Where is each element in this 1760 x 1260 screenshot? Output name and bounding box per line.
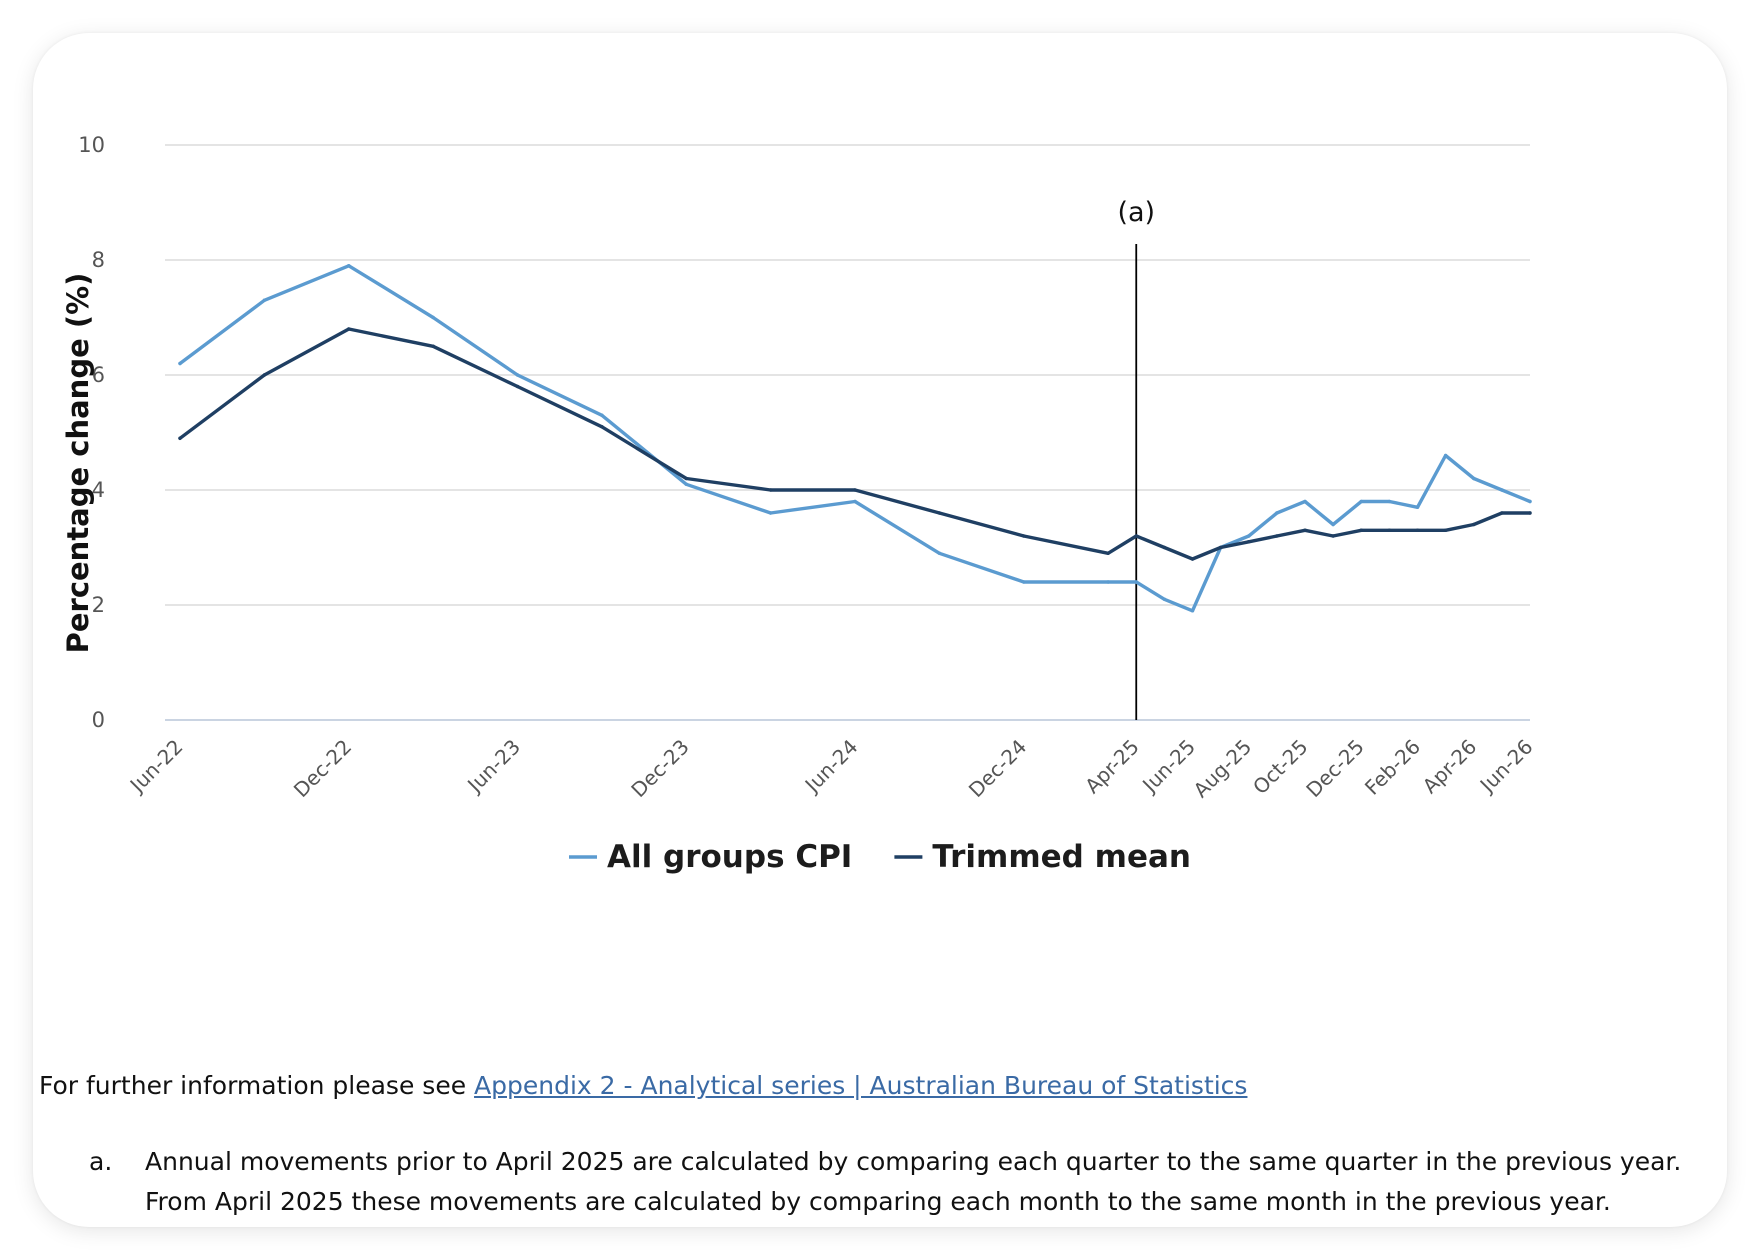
data-point xyxy=(1134,580,1138,584)
data-point xyxy=(1331,522,1335,527)
data-point xyxy=(600,425,604,429)
data-point xyxy=(1359,499,1363,504)
x-tick-label: Jun-25 xyxy=(1136,735,1200,799)
x-tick-label: Jun-23 xyxy=(461,735,525,799)
footnote-marker: a. xyxy=(89,1147,113,1176)
data-point xyxy=(1472,476,1476,481)
data-point xyxy=(1247,534,1251,538)
data-point xyxy=(1106,580,1110,584)
data-point xyxy=(1275,534,1279,538)
legend: All groups CPI Trimmed mean xyxy=(569,839,1191,875)
data-point xyxy=(1443,528,1448,532)
series-lines xyxy=(178,264,1532,613)
data-point xyxy=(1303,528,1307,532)
data-point xyxy=(1162,597,1167,601)
series-line-1 xyxy=(178,327,1532,561)
footnote-text: Annual movements prior to April 2025 are… xyxy=(145,1147,1682,1216)
data-point xyxy=(1022,534,1026,538)
data-point xyxy=(1134,534,1138,538)
data-point xyxy=(684,482,688,486)
x-tick-label: Apr-25 xyxy=(1080,735,1144,799)
x-tick-label: Jun-26 xyxy=(1474,735,1538,799)
annotation-marker: (a) xyxy=(1117,197,1155,720)
y-tick-label: 8 xyxy=(92,248,105,272)
x-tick-label: Dec-23 xyxy=(626,735,693,802)
data-point xyxy=(937,511,942,515)
legend-item-1[interactable]: Trimmed mean xyxy=(894,839,1191,875)
legend-label: All groups CPI xyxy=(607,839,852,875)
y-axis-ticks: 0 2 4 6 8 10 xyxy=(78,133,105,732)
data-point xyxy=(1528,499,1532,504)
data-point xyxy=(1359,528,1363,532)
data-point xyxy=(515,373,520,377)
x-axis-ticks: Jun-22 Dec-22 Jun-23 Dec-23 Jun-24 Dec-24 Apr-… xyxy=(124,735,1538,803)
further-info-prefix: For further information please see xyxy=(39,1071,475,1100)
x-tick-label: Feb-26 xyxy=(1360,735,1425,800)
data-point xyxy=(1218,545,1223,550)
x-tick-label: Apr-26 xyxy=(1418,735,1482,799)
data-point xyxy=(1162,545,1167,550)
data-point xyxy=(1443,453,1448,458)
line-chart: 0 2 4 6 8 10 Jun-22 Dec-22 Jun-23 Dec-23 Jun-24 De… xyxy=(61,133,1538,875)
y-axis-label: Percentage change (%) xyxy=(61,273,95,654)
data-point xyxy=(853,488,857,492)
data-point xyxy=(768,488,773,492)
data-point xyxy=(768,511,773,515)
y-tick-label: 2 xyxy=(92,593,105,617)
data-point xyxy=(853,499,857,504)
data-point xyxy=(178,436,182,440)
legend-item-0[interactable]: All groups CPI xyxy=(569,839,852,875)
data-point xyxy=(1331,534,1335,538)
data-point xyxy=(1106,551,1110,555)
y-tick-label: 10 xyxy=(78,133,105,157)
data-point xyxy=(1500,511,1504,515)
further-info: For further information please see Appen… xyxy=(39,1071,1247,1100)
annotation-label: (a) xyxy=(1117,197,1155,228)
data-point xyxy=(515,384,520,389)
data-point xyxy=(600,413,604,417)
data-point xyxy=(1472,522,1476,527)
data-point xyxy=(178,361,182,366)
series-line-0 xyxy=(178,264,1532,613)
legend-label: Trimmed mean xyxy=(932,839,1191,875)
x-tick-label: Dec-22 xyxy=(289,735,356,802)
data-point xyxy=(1415,528,1420,532)
gridlines xyxy=(165,144,1530,721)
x-tick-label: Jun-24 xyxy=(799,735,863,799)
y-tick-label: 6 xyxy=(92,363,105,387)
data-point xyxy=(1415,505,1420,509)
data-point xyxy=(684,476,688,481)
x-tick-label: Dec-24 xyxy=(964,735,1031,802)
data-point xyxy=(1247,540,1251,544)
data-point xyxy=(431,344,435,348)
footnote: a. Annual movements prior to April 2025 … xyxy=(89,1142,1719,1222)
data-point xyxy=(1022,580,1026,584)
data-point xyxy=(262,298,267,302)
y-tick-label: 4 xyxy=(92,478,105,502)
data-point xyxy=(1190,557,1195,561)
x-tick-label: Jun-22 xyxy=(124,735,188,799)
data-point xyxy=(1387,499,1392,504)
data-point xyxy=(937,551,942,555)
data-point xyxy=(1303,499,1307,504)
data-point xyxy=(1275,511,1279,515)
data-point xyxy=(1500,488,1504,492)
x-tick-label: Aug-25 xyxy=(1189,735,1257,803)
data-point xyxy=(347,264,351,268)
data-point xyxy=(431,315,435,320)
chart-card: 0 2 4 6 8 10 Jun-22 Dec-22 Jun-23 Dec-23 Jun-24 De… xyxy=(33,33,1727,1227)
x-tick-label: Oct-25 xyxy=(1248,735,1313,800)
data-point xyxy=(1528,511,1532,515)
data-point xyxy=(347,327,351,331)
y-tick-label: 0 xyxy=(92,708,105,732)
abs-appendix-link[interactable]: Appendix 2 - Analytical series | Austral… xyxy=(474,1071,1248,1100)
x-tick-label: Dec-25 xyxy=(1301,735,1368,802)
data-point xyxy=(262,373,267,377)
data-point xyxy=(1387,528,1392,532)
data-point xyxy=(1190,609,1195,613)
